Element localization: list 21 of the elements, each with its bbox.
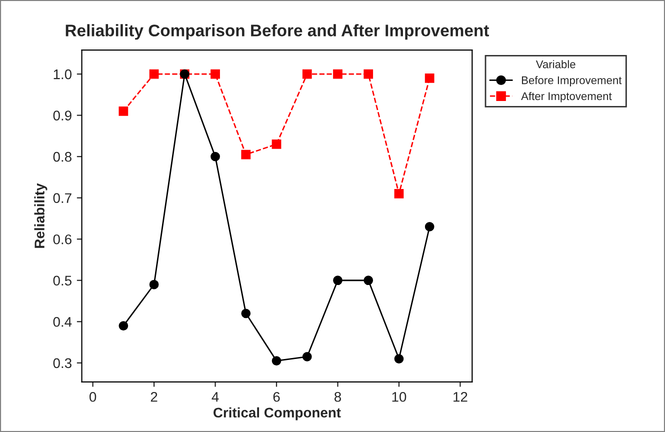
x-tick-label: 6 xyxy=(273,392,280,402)
legend-label: Before Improvement xyxy=(522,76,622,86)
y-tick-label: 1.0 xyxy=(54,69,72,80)
y-tick-label: 0.7 xyxy=(53,193,72,204)
x-tick-label: 8 xyxy=(334,392,342,402)
legend-title: Variable xyxy=(536,60,576,68)
y-axis-title: Reliability xyxy=(34,183,48,248)
x-tick-label: 0 xyxy=(90,392,96,402)
x-tick-label: 12 xyxy=(454,392,468,402)
y-tick-label: 0.9 xyxy=(53,110,72,120)
x-tick-label: 10 xyxy=(392,392,406,402)
y-tick-label: 0.6 xyxy=(53,234,72,244)
chart-title: Reliability Comparison Before and After Improvement xyxy=(66,24,490,40)
y-tick-label: 0.5 xyxy=(53,276,72,286)
y-tick-label: 0.8 xyxy=(53,152,72,162)
y-tick-label: 0.3 xyxy=(53,358,72,368)
x-axis-title: Critical Component xyxy=(214,407,341,420)
legend-label: After Imptovement xyxy=(521,92,612,102)
x-tick-label: 2 xyxy=(150,392,158,402)
y-tick-label: 0.4 xyxy=(53,316,72,327)
x-tick-label: 4 xyxy=(212,392,219,402)
